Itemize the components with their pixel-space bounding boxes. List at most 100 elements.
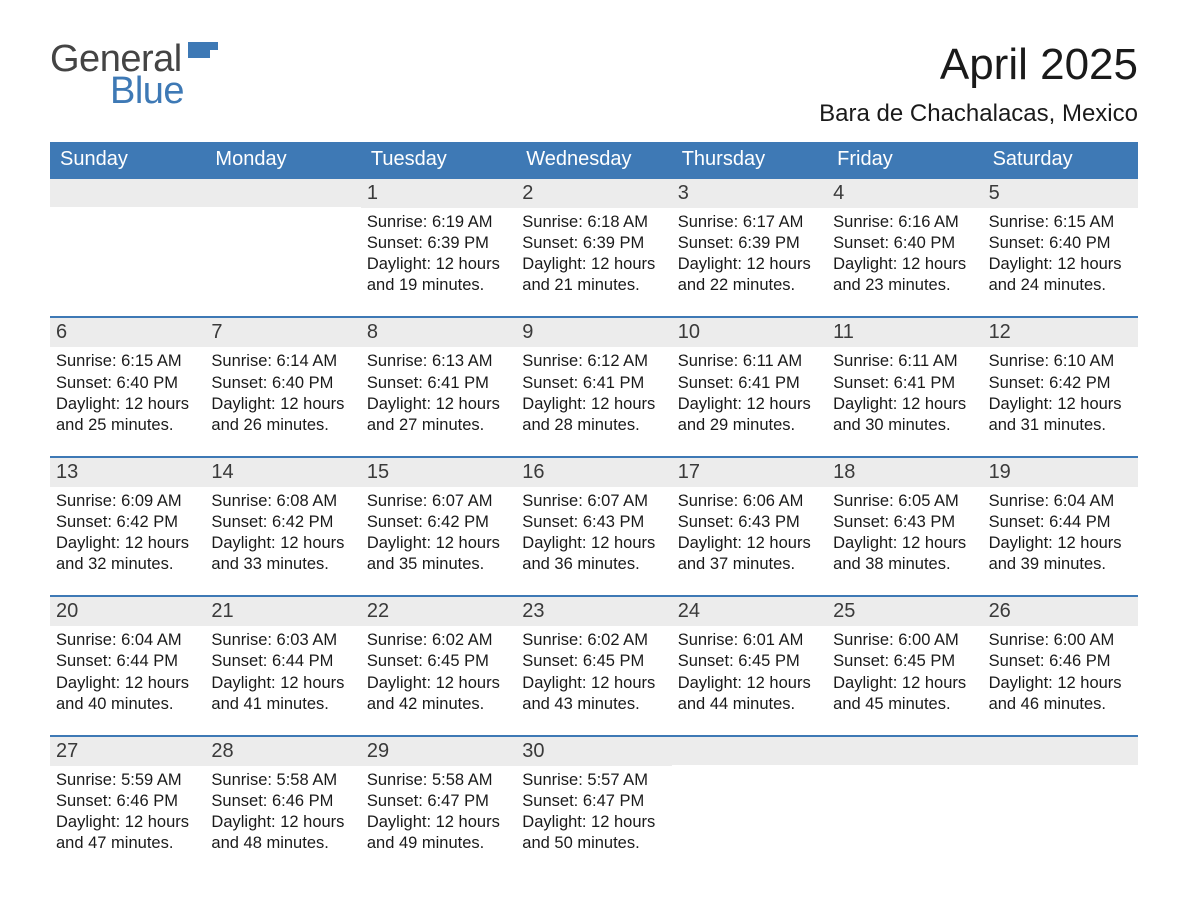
daylight-text: Daylight: 12 hours and 37 minutes. (678, 533, 821, 575)
day-body: Sunrise: 6:10 AMSunset: 6:42 PMDaylight:… (983, 347, 1138, 441)
day-cell: 8Sunrise: 6:13 AMSunset: 6:41 PMDaylight… (361, 318, 516, 441)
sunset-text: Sunset: 6:43 PM (522, 512, 665, 533)
day-number: 26 (983, 597, 1138, 626)
sunrise-text: Sunrise: 6:00 AM (833, 630, 976, 651)
sunrise-text: Sunrise: 6:16 AM (833, 212, 976, 233)
day-number: 5 (983, 179, 1138, 208)
day-cell: 4Sunrise: 6:16 AMSunset: 6:40 PMDaylight… (827, 179, 982, 302)
day-number: 24 (672, 597, 827, 626)
daylight-text: Daylight: 12 hours and 24 minutes. (989, 254, 1132, 296)
day-number: 20 (50, 597, 205, 626)
day-cell: 7Sunrise: 6:14 AMSunset: 6:40 PMDaylight… (205, 318, 360, 441)
weekday-header: Saturday (983, 142, 1138, 179)
day-body: Sunrise: 5:57 AMSunset: 6:47 PMDaylight:… (516, 766, 671, 860)
sunset-text: Sunset: 6:43 PM (678, 512, 821, 533)
sunset-text: Sunset: 6:40 PM (833, 233, 976, 254)
day-number: 12 (983, 318, 1138, 347)
day-body: Sunrise: 5:58 AMSunset: 6:46 PMDaylight:… (205, 766, 360, 860)
day-cell (205, 179, 360, 302)
day-body: Sunrise: 6:14 AMSunset: 6:40 PMDaylight:… (205, 347, 360, 441)
day-number: 17 (672, 458, 827, 487)
day-body: Sunrise: 6:11 AMSunset: 6:41 PMDaylight:… (827, 347, 982, 441)
sunrise-text: Sunrise: 6:19 AM (367, 212, 510, 233)
day-cell: 13Sunrise: 6:09 AMSunset: 6:42 PMDayligh… (50, 458, 205, 581)
sunset-text: Sunset: 6:46 PM (989, 651, 1132, 672)
page-subtitle: Bara de Chachalacas, Mexico (819, 100, 1138, 128)
day-cell (827, 737, 982, 860)
daylight-text: Daylight: 12 hours and 42 minutes. (367, 673, 510, 715)
day-cell: 29Sunrise: 5:58 AMSunset: 6:47 PMDayligh… (361, 737, 516, 860)
daylight-text: Daylight: 12 hours and 25 minutes. (56, 394, 199, 436)
day-cell: 12Sunrise: 6:10 AMSunset: 6:42 PMDayligh… (983, 318, 1138, 441)
header-row: General Blue April 2025 Bara de Chachala… (50, 40, 1138, 128)
daylight-text: Daylight: 12 hours and 32 minutes. (56, 533, 199, 575)
sunrise-text: Sunrise: 6:11 AM (833, 351, 976, 372)
day-cell: 9Sunrise: 6:12 AMSunset: 6:41 PMDaylight… (516, 318, 671, 441)
sunset-text: Sunset: 6:44 PM (989, 512, 1132, 533)
daylight-text: Daylight: 12 hours and 28 minutes. (522, 394, 665, 436)
sunrise-text: Sunrise: 6:03 AM (211, 630, 354, 651)
day-cell: 5Sunrise: 6:15 AMSunset: 6:40 PMDaylight… (983, 179, 1138, 302)
sunrise-text: Sunrise: 6:08 AM (211, 491, 354, 512)
day-cell: 21Sunrise: 6:03 AMSunset: 6:44 PMDayligh… (205, 597, 360, 720)
day-cell: 19Sunrise: 6:04 AMSunset: 6:44 PMDayligh… (983, 458, 1138, 581)
day-number: 16 (516, 458, 671, 487)
sunset-text: Sunset: 6:44 PM (211, 651, 354, 672)
day-number: 29 (361, 737, 516, 766)
week-row: 27Sunrise: 5:59 AMSunset: 6:46 PMDayligh… (50, 735, 1138, 860)
sunrise-text: Sunrise: 6:07 AM (367, 491, 510, 512)
sunrise-text: Sunrise: 6:09 AM (56, 491, 199, 512)
day-number (205, 179, 360, 207)
day-number: 11 (827, 318, 982, 347)
day-cell: 28Sunrise: 5:58 AMSunset: 6:46 PMDayligh… (205, 737, 360, 860)
daylight-text: Daylight: 12 hours and 31 minutes. (989, 394, 1132, 436)
sunset-text: Sunset: 6:40 PM (211, 373, 354, 394)
day-body: Sunrise: 6:04 AMSunset: 6:44 PMDaylight:… (50, 626, 205, 720)
day-cell: 30Sunrise: 5:57 AMSunset: 6:47 PMDayligh… (516, 737, 671, 860)
page-title: April 2025 (819, 40, 1138, 90)
day-cell (50, 179, 205, 302)
sunrise-text: Sunrise: 5:58 AM (211, 770, 354, 791)
sunset-text: Sunset: 6:44 PM (56, 651, 199, 672)
sunrise-text: Sunrise: 6:15 AM (56, 351, 199, 372)
sunset-text: Sunset: 6:41 PM (522, 373, 665, 394)
day-body: Sunrise: 6:09 AMSunset: 6:42 PMDaylight:… (50, 487, 205, 581)
day-body: Sunrise: 6:00 AMSunset: 6:46 PMDaylight:… (983, 626, 1138, 720)
daylight-text: Daylight: 12 hours and 50 minutes. (522, 812, 665, 854)
daylight-text: Daylight: 12 hours and 49 minutes. (367, 812, 510, 854)
day-number: 21 (205, 597, 360, 626)
day-body: Sunrise: 6:16 AMSunset: 6:40 PMDaylight:… (827, 208, 982, 302)
daylight-text: Daylight: 12 hours and 36 minutes. (522, 533, 665, 575)
daylight-text: Daylight: 12 hours and 19 minutes. (367, 254, 510, 296)
day-number: 3 (672, 179, 827, 208)
week-row: 6 Sunrise: 6:15 AM Sunset: 6:40 PM Daylight… (50, 316, 1138, 441)
day-cell: 15 Sunrise: 6:07 AMSunset: 6:42 PMDayligh… (361, 458, 516, 581)
sunrise-text: Sunrise: 6:02 AM (367, 630, 510, 651)
day-number: 25 (827, 597, 982, 626)
day-cell: 3Sunrise: 6:17 AMSunset: 6:39 PMDaylight… (672, 179, 827, 302)
sunrise-text: Sunrise: 6:10 AM (989, 351, 1132, 372)
sunrise-text: Sunrise: 6:05 AM (833, 491, 976, 512)
sunrise-text: Sunrise: 6:11 AM (678, 351, 821, 372)
day-number: 30 (516, 737, 671, 766)
sunset-text: Sunset: 6:42 PM (367, 512, 510, 533)
day-number: 15 (361, 458, 516, 487)
day-number: 6 (50, 318, 205, 347)
day-cell: 10Sunrise: 6:11 AMSunset: 6:41 PMDayligh… (672, 318, 827, 441)
sunrise-text: Sunrise: 6:04 AM (56, 630, 199, 651)
day-number: 1 (361, 179, 516, 208)
sunrise-text: Sunrise: 6:06 AM (678, 491, 821, 512)
day-body: Sunrise: 5:58 AMSunset: 6:47 PMDaylight:… (361, 766, 516, 860)
sunrise-text: Sunrise: 6:04 AM (989, 491, 1132, 512)
day-body: Sunrise: 6:03 AMSunset: 6:44 PMDaylight:… (205, 626, 360, 720)
daylight-text: Daylight: 12 hours and 41 minutes. (211, 673, 354, 715)
day-body: Sunrise: 6:04 AMSunset: 6:44 PMDaylight:… (983, 487, 1138, 581)
week-row: 1Sunrise: 6:19 AMSunset: 6:39 PMDaylight… (50, 179, 1138, 302)
day-cell: 20Sunrise: 6:04 AMSunset: 6:44 PMDayligh… (50, 597, 205, 720)
weeks-container: 1Sunrise: 6:19 AMSunset: 6:39 PMDaylight… (50, 179, 1138, 860)
daylight-text: Daylight: 12 hours and 44 minutes. (678, 673, 821, 715)
daylight-text: Daylight: 12 hours and 33 minutes. (211, 533, 354, 575)
day-cell: 6Sunrise: 6:15 AMSunset: 6:40 PMDaylight… (50, 318, 205, 441)
sunrise-text: Sunrise: 5:59 AM (56, 770, 199, 791)
daylight-text: Daylight: 12 hours and 35 minutes. (367, 533, 510, 575)
